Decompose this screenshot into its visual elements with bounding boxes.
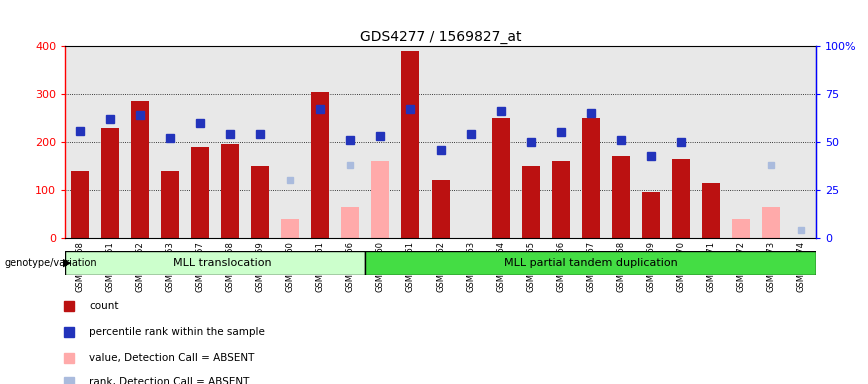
Title: GDS4277 / 1569827_at: GDS4277 / 1569827_at [359, 30, 522, 44]
Text: ▶: ▶ [62, 258, 71, 268]
Bar [65, 251, 365, 275]
Bar [702, 183, 720, 238]
Bar [762, 207, 779, 238]
Bar [582, 118, 600, 238]
Text: rank, Detection Call = ABSENT: rank, Detection Call = ABSENT [89, 377, 249, 384]
Bar [431, 180, 450, 238]
Bar [372, 161, 390, 238]
Bar [341, 207, 359, 238]
Bar [641, 192, 660, 238]
Bar [365, 251, 816, 275]
Text: count: count [89, 301, 118, 311]
Bar [221, 144, 240, 238]
Bar [191, 147, 209, 238]
Text: value, Detection Call = ABSENT: value, Detection Call = ABSENT [89, 353, 254, 363]
Bar [252, 166, 269, 238]
Bar [491, 118, 510, 238]
Bar [312, 92, 329, 238]
Bar [131, 101, 149, 238]
Bar [102, 127, 119, 238]
Bar [672, 159, 690, 238]
Bar [161, 171, 179, 238]
Bar [402, 51, 419, 238]
Bar [732, 219, 750, 238]
Text: genotype/variation: genotype/variation [4, 258, 97, 268]
Bar [612, 157, 629, 238]
Bar [281, 219, 299, 238]
Text: percentile rank within the sample: percentile rank within the sample [89, 327, 265, 337]
Bar [552, 161, 569, 238]
Text: MLL partial tandem duplication: MLL partial tandem duplication [503, 258, 678, 268]
Text: MLL translocation: MLL translocation [174, 258, 272, 268]
Bar [71, 171, 89, 238]
Bar [522, 166, 540, 238]
